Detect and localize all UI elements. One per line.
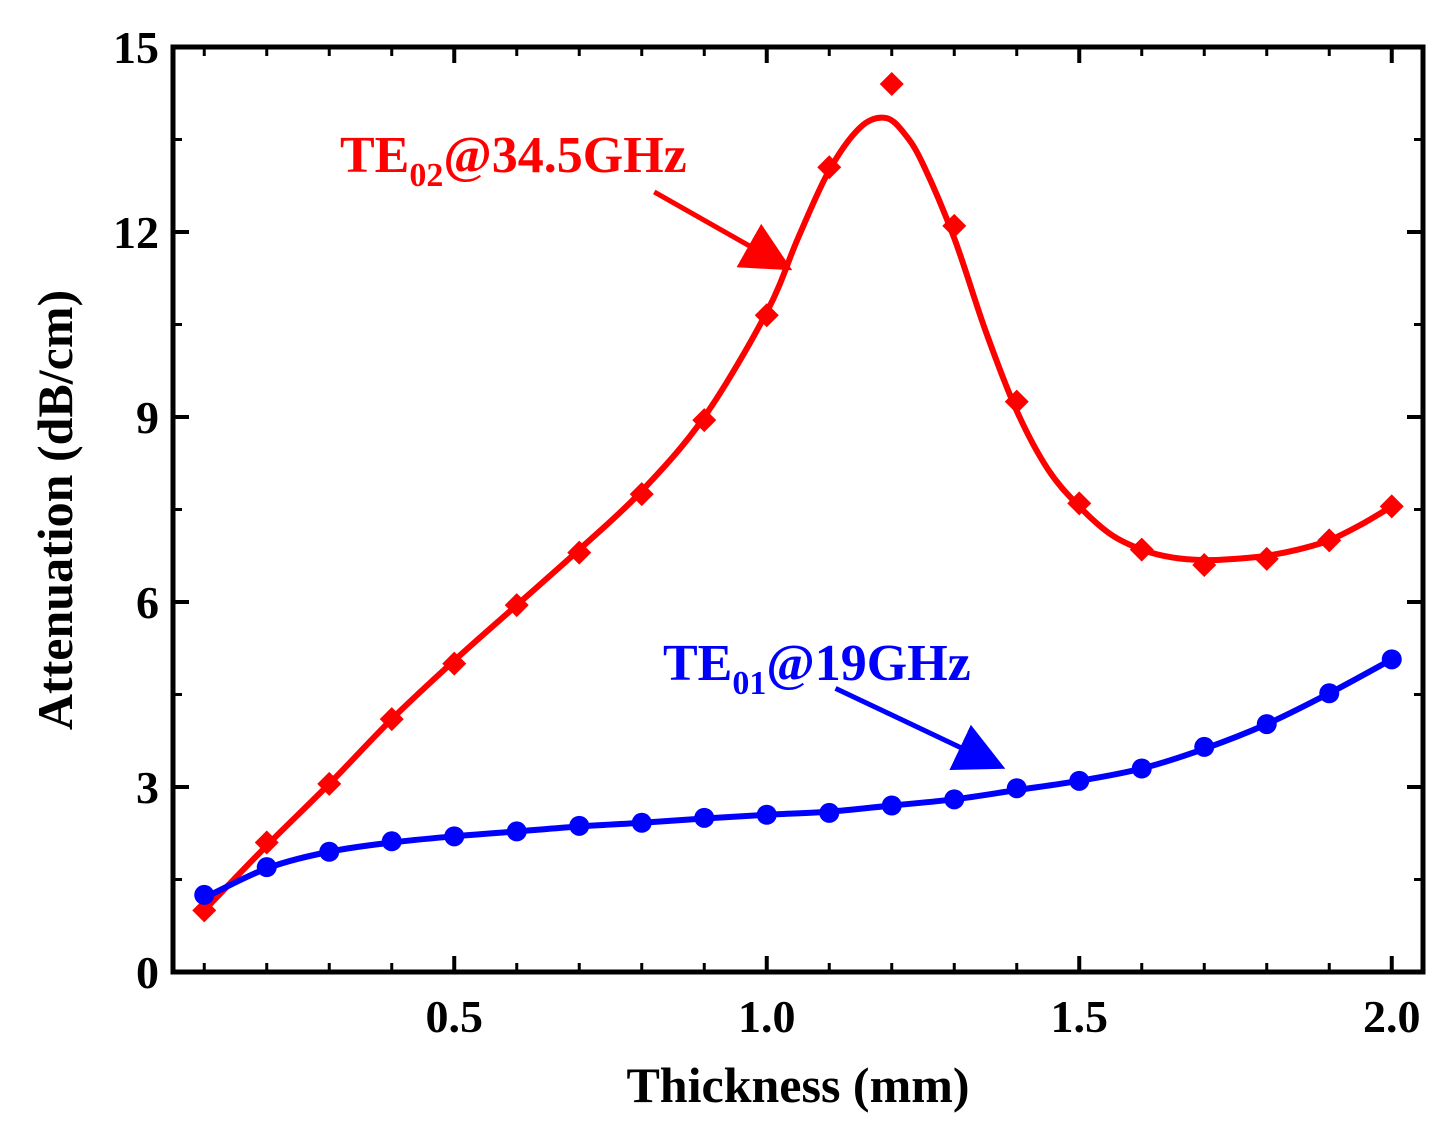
y-tick-label: 9 xyxy=(136,392,159,443)
data-point xyxy=(567,540,592,565)
data-point xyxy=(504,593,529,618)
x-tick-label: 0.5 xyxy=(426,991,484,1042)
data-point xyxy=(1319,683,1340,704)
data-point xyxy=(192,898,217,923)
data-point xyxy=(944,789,965,810)
series-line xyxy=(201,656,1395,901)
series-te01 xyxy=(194,649,1402,905)
data-point xyxy=(1004,389,1029,414)
data-point xyxy=(756,804,777,825)
data-point xyxy=(569,815,590,836)
data-point xyxy=(819,802,840,823)
data-point xyxy=(1131,758,1152,779)
data-point xyxy=(942,213,967,238)
data-point xyxy=(1317,528,1342,553)
x-tick-label: 1.0 xyxy=(738,991,796,1042)
series-label-te01: TE01@19GHz xyxy=(663,635,971,702)
y-tick-label: 0 xyxy=(136,947,159,998)
y-axis-title: Attenuation (dB/cm) xyxy=(27,290,83,730)
y-tick-label: 15 xyxy=(113,22,159,73)
data-point xyxy=(754,303,779,328)
data-point xyxy=(692,408,717,433)
data-point xyxy=(442,651,467,676)
y-tick-label: 3 xyxy=(136,762,159,813)
data-point xyxy=(381,831,402,852)
data-point xyxy=(629,482,654,507)
series-te02 xyxy=(192,72,1404,923)
data-point xyxy=(254,830,279,855)
data-point xyxy=(879,72,904,96)
data-point xyxy=(1194,736,1215,757)
data-point xyxy=(319,841,340,862)
annotation-arrow xyxy=(834,686,1006,770)
plot-frame xyxy=(170,44,1426,975)
data-point xyxy=(1379,494,1404,519)
annotation-arrow xyxy=(653,189,793,271)
x-tick-label: 2.0 xyxy=(1363,991,1421,1042)
data-point xyxy=(1069,770,1090,791)
y-tick-label: 6 xyxy=(136,577,159,628)
y-tick-label: 12 xyxy=(113,207,159,258)
data-point xyxy=(1006,778,1027,799)
data-point xyxy=(1067,491,1092,516)
data-point xyxy=(1192,553,1217,577)
data-point xyxy=(817,155,842,180)
data-point xyxy=(1256,714,1277,735)
x-tick-label: 1.5 xyxy=(1051,991,1109,1042)
data-point xyxy=(444,826,465,847)
series-line xyxy=(201,114,1395,914)
x-axis-title: Thickness (mm) xyxy=(626,1057,969,1113)
data-point xyxy=(1381,649,1402,670)
data-point xyxy=(631,812,652,833)
data-point xyxy=(881,795,902,816)
data-point xyxy=(506,821,527,842)
data-point xyxy=(317,771,342,796)
data-point xyxy=(194,884,215,905)
series-label-te02: TE02@34.5GHz xyxy=(340,127,687,194)
data-point xyxy=(1254,546,1279,571)
data-point xyxy=(256,857,277,878)
data-point xyxy=(694,807,715,828)
data-point xyxy=(379,707,404,732)
data-point xyxy=(1129,537,1154,562)
